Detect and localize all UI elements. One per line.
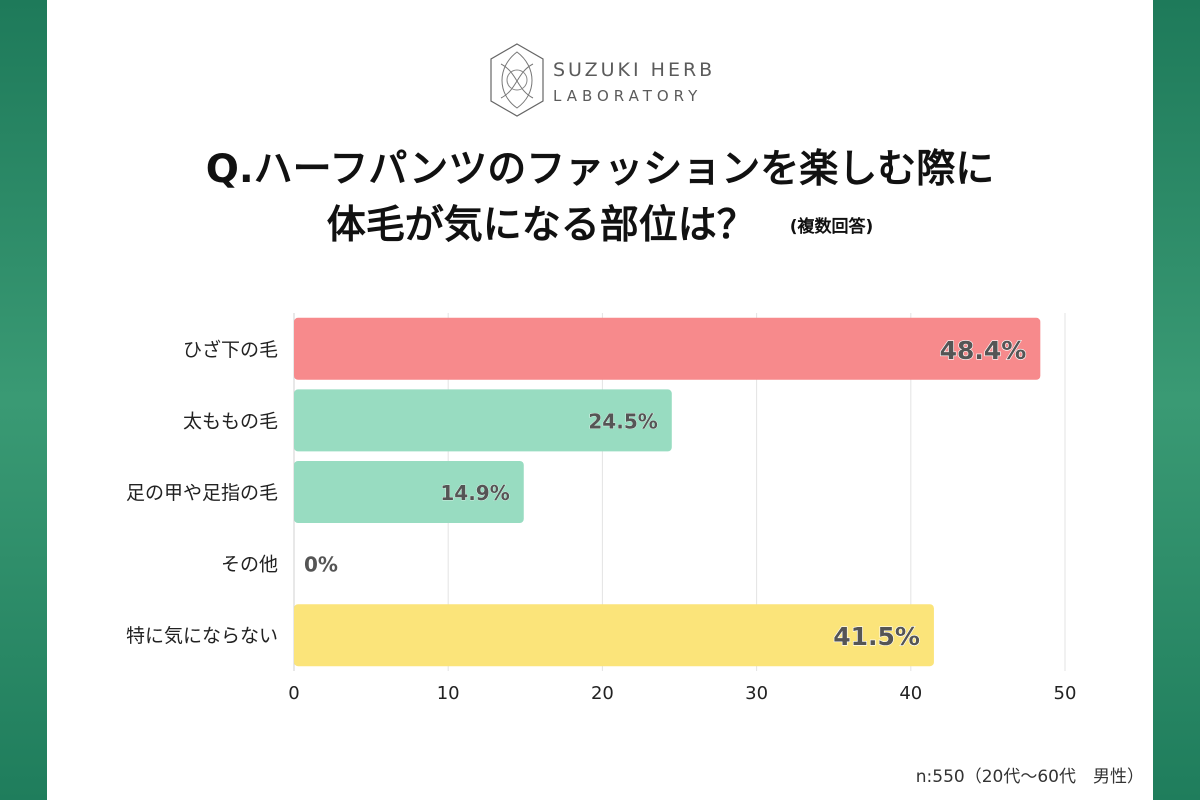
x-tick-label: 40 (899, 683, 922, 704)
data-label: 0% (304, 553, 338, 577)
x-tick-label: 20 (591, 683, 614, 704)
question-title-line1: Q.ハーフパンツのファッションを楽しむ際に (205, 147, 995, 192)
category-label: その他 (221, 554, 278, 576)
multiple-answer-note: (複数回答) (789, 217, 874, 237)
category-label: 特に気にならない (126, 625, 278, 647)
question-title-text: 体毛が気になる部位は？ (326, 203, 756, 248)
category-label: 足の甲や足指の毛 (126, 482, 278, 504)
bar (294, 461, 524, 523)
x-tick-label: 30 (745, 683, 768, 704)
bar (294, 389, 672, 452)
bar (294, 317, 1041, 380)
sample-note: n:550（20代〜60代 男性） (915, 767, 1144, 787)
question-title-line2: 体毛が気になる部位は？ (複数回答) (0, 194, 1200, 250)
logo-text-line2: LABORATORY (553, 87, 703, 105)
x-tick-label: 10 (437, 683, 460, 704)
category-label: 太ももの毛 (183, 410, 278, 432)
data-label: 48.4% (940, 336, 1027, 365)
logo-text-line1: SUZUKI HERB (553, 59, 716, 81)
data-label: 14.9% (440, 481, 509, 505)
bar (294, 604, 934, 667)
x-tick-label: 50 (1054, 683, 1077, 704)
category-label: ひざ下の毛 (183, 338, 278, 361)
data-label: 41.5% (833, 622, 920, 651)
herb-logo-icon (490, 43, 544, 117)
x-tick-label: 0 (288, 683, 299, 704)
data-label: 24.5% (588, 409, 657, 433)
brand-logo: SUZUKI HERB LABORATORY (487, 42, 727, 118)
